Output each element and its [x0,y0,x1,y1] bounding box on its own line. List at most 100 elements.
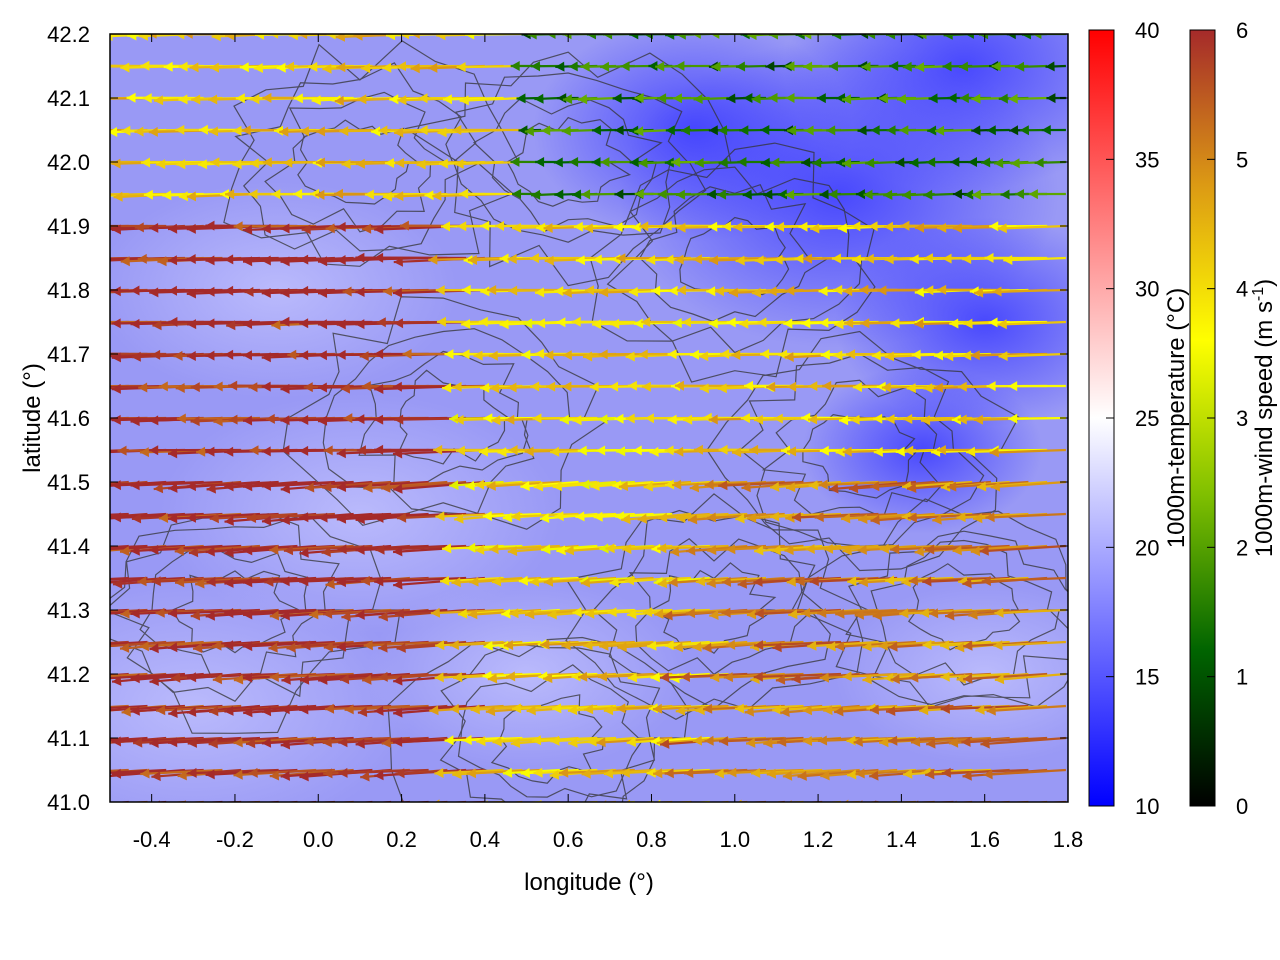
wind-arrow-head [374,224,384,235]
wind-arrow-head [706,512,717,523]
wind-arrow-head [731,350,741,360]
wind-arrow-head [178,191,188,202]
wind-arrow-head [692,34,701,39]
wind-arrow-head [926,738,936,749]
wind-arrow-head [18,803,27,813]
wind-arrow-head [667,349,677,360]
wind-arrow-head [323,768,333,779]
wind-arrow-head [986,125,996,136]
wind-arrow-head [543,673,553,684]
wind-arrow-head [609,577,619,588]
wind-arrow-shaft [952,544,1029,553]
wind-arrow-shaft [133,736,223,745]
wind-arrow-head [971,189,981,200]
wind-arrow-head [317,415,328,426]
wind-arrow-head [357,94,367,105]
wind-arrow-head [593,511,603,522]
wind-arrow-head [994,674,1005,685]
wind-arrow-head [52,127,61,137]
x-tick-label: 0.8 [636,827,667,852]
wind-arrow-head [466,768,476,779]
wind-arrow-shaft [642,608,710,614]
wind-arrow-head [243,545,253,556]
wind-arrow-head [321,547,331,557]
wind-arrow-head [923,189,933,200]
wind-arrow-head [168,223,178,234]
wind-arrow-shaft [470,704,542,712]
wind-arrow-head [638,158,648,168]
wind-arrow-head [226,320,236,331]
wind-arrow-head [714,286,724,297]
wind-arrow-head [706,189,716,200]
wind-arrow-head [374,348,384,359]
wind-arrow-head [355,738,365,749]
wind-arrow-head [863,189,873,200]
contour-line [845,530,1068,706]
wind-arrow-head [942,253,952,264]
wind-arrow-shaft [110,514,111,516]
wind-arrow-head [751,287,762,298]
wind-arrow-head [940,481,951,492]
wind-arrow-head [37,286,46,296]
wind-arrow-head [168,642,178,653]
wind-arrow-head [37,512,46,522]
wind-colorbar-title-text: 1000m-wind speed (m s [1251,301,1278,557]
wind-arrow-head [646,255,656,265]
wind-arrow-head [710,34,720,39]
wind-arrow-head [993,640,1003,651]
wind-arrow-head [326,34,336,40]
wind-arrow-head [452,125,462,135]
contour-line [452,72,690,243]
wind-arrow-head [634,318,644,329]
wind-arrow-head [702,642,712,653]
wind-arrow-shaft [997,320,1066,326]
wind-arrow-head [299,126,309,137]
wind-arrow-head [536,318,546,329]
wind-arrow-shaft [726,544,804,551]
wind-arrow-head [708,221,718,232]
wind-arrow-head [768,92,778,103]
wind-arrow-head [600,157,610,168]
wind-arrow-head [233,674,244,685]
wind-arrow-head [647,640,657,651]
wind-arrow-head [562,350,572,361]
wind-arrow-shaft [363,640,448,647]
wind-arrow-head [817,608,827,618]
wind-arrow-head [128,801,130,802]
wind-arrow-head [243,577,253,588]
wind-arrow-head [261,352,271,363]
wind-arrow-head [964,189,974,200]
wind-arrow-head [664,445,674,456]
wind-arrow-head [301,640,311,651]
wind-arrow-head [596,445,606,456]
wind-arrow-head [111,318,121,329]
wind-arrow-head [770,481,780,492]
wind-arrow-head [657,578,668,589]
wind-arrow-head [336,221,346,232]
wind-arrow-head [890,674,900,684]
wind-arrow-head [580,479,590,490]
wind-arrow-head [832,34,842,40]
wind-arrow-head [315,126,325,137]
wind-arrow-shaft [572,608,635,614]
wind-arrow-head [516,93,526,104]
wind-arrow-head [798,802,807,812]
wind-arrow-head [37,546,46,556]
wind-arrow-head [809,576,819,587]
wind-arrow-head [323,642,334,652]
x-axis: -0.4 -0.2 0.0 0.2 0.4 0.6 0.8 1.0 1.2 1.4 1.6 1.8 [133,34,1083,852]
wind-arrow-head [850,414,860,425]
wind-arrow-shaft [110,640,148,646]
wind-arrow-head [211,34,221,42]
wind-arrow-shaft [963,672,1048,681]
wind-arrow-head [869,770,879,781]
wind-arrow-head [877,285,887,296]
wind-arrow-head [37,674,46,684]
wind-arrow-shaft [293,96,354,100]
wind-arrow-head [886,706,896,716]
wind-arrow-head [543,576,554,587]
wind-arrow-head [744,706,754,717]
wind-arrow-head [553,157,563,168]
wind-arrow-head [971,93,981,104]
wind-arrow-head [21,482,30,492]
